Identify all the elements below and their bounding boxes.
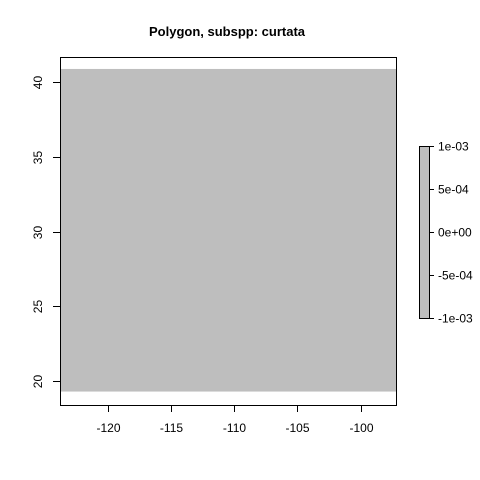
y-tick-label: 25: [31, 300, 45, 314]
x-tick-label: -110: [223, 421, 246, 435]
legend-color-bar: [419, 146, 429, 318]
color-legend: 1e-03 5e-04 0e+00 -5e-04 -1e-03: [419, 140, 473, 326]
x-tick-label: -100: [349, 421, 373, 435]
legend-tick-label: 0e+00: [438, 226, 472, 240]
chart-title: Polygon, subspp: curtata: [149, 24, 306, 39]
y-tick-label: 30: [31, 226, 45, 240]
x-axis: -120 -115 -110 -105 -100: [96, 405, 374, 435]
x-tick-label: -120: [96, 421, 120, 435]
legend-tick-label: 5e-04: [438, 183, 469, 197]
legend-tick-label: -5e-04: [438, 269, 473, 283]
y-axis: 20 25 30 35 40: [31, 76, 61, 389]
y-tick-label: 40: [31, 76, 45, 90]
legend-tick-label: 1e-03: [438, 140, 469, 154]
y-tick-label: 20: [31, 375, 45, 389]
x-tick-label: -105: [285, 421, 309, 435]
x-tick-label: -115: [160, 421, 183, 435]
legend-tick-label: -1e-03: [438, 312, 473, 326]
legend-ticks: 1e-03 5e-04 0e+00 -5e-04 -1e-03: [429, 140, 473, 326]
y-tick-label: 35: [31, 151, 45, 165]
raster-fill: [60, 68, 396, 392]
